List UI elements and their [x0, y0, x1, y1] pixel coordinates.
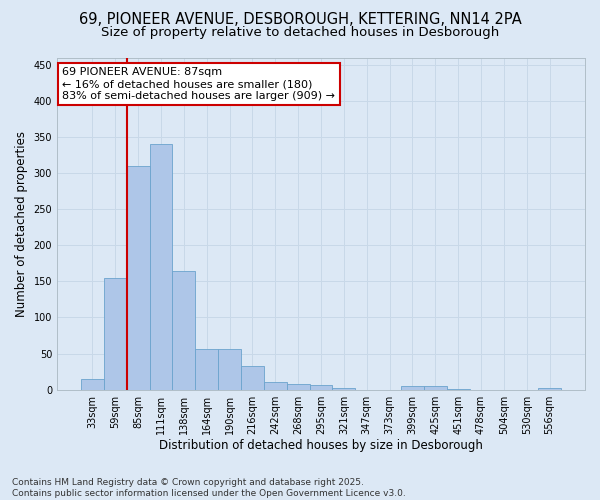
- Bar: [81, 379, 104, 390]
- Bar: [241, 366, 264, 390]
- Bar: [172, 270, 196, 390]
- Y-axis label: Number of detached properties: Number of detached properties: [15, 130, 28, 316]
- Bar: [264, 382, 287, 390]
- Bar: [196, 348, 218, 390]
- Bar: [401, 386, 424, 390]
- Bar: [332, 388, 355, 390]
- Text: 69 PIONEER AVENUE: 87sqm
← 16% of detached houses are smaller (180)
83% of semi-: 69 PIONEER AVENUE: 87sqm ← 16% of detach…: [62, 68, 335, 100]
- Bar: [149, 144, 172, 390]
- Text: Size of property relative to detached houses in Desborough: Size of property relative to detached ho…: [101, 26, 499, 39]
- Bar: [218, 348, 241, 390]
- Bar: [538, 388, 561, 390]
- X-axis label: Distribution of detached houses by size in Desborough: Distribution of detached houses by size …: [159, 440, 483, 452]
- Text: 69, PIONEER AVENUE, DESBOROUGH, KETTERING, NN14 2PA: 69, PIONEER AVENUE, DESBOROUGH, KETTERIN…: [79, 12, 521, 26]
- Bar: [287, 384, 310, 390]
- Bar: [310, 386, 332, 390]
- Bar: [424, 386, 447, 390]
- Bar: [127, 166, 149, 390]
- Bar: [447, 389, 470, 390]
- Text: Contains HM Land Registry data © Crown copyright and database right 2025.
Contai: Contains HM Land Registry data © Crown c…: [12, 478, 406, 498]
- Bar: [104, 278, 127, 390]
